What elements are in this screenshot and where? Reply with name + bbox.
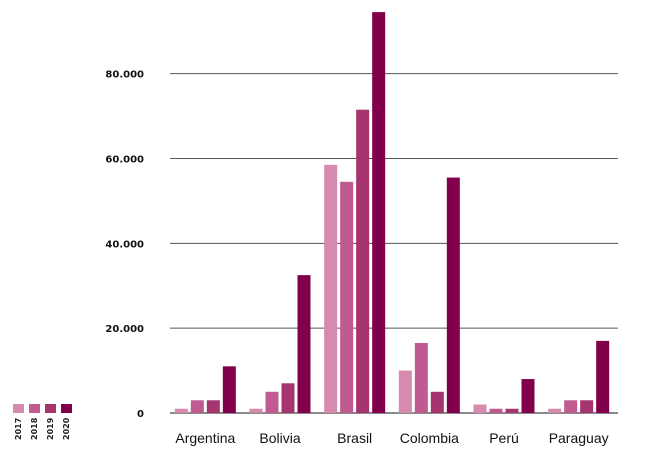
legend: 2017 2018 2019 2020 <box>13 404 72 440</box>
bar-2018-Paraguay <box>564 400 578 413</box>
legend-swatch <box>29 404 40 413</box>
bar-2019-Perú <box>505 408 519 413</box>
bar-2019-Colombia <box>430 391 444 413</box>
x-tick-label: Paraguay <box>549 430 609 446</box>
x-tick-label: Bolivia <box>259 430 300 446</box>
legend-swatch <box>61 404 72 413</box>
bar-2017-Argentina <box>174 408 188 413</box>
legend-label: 2020 <box>62 417 71 440</box>
bar-2020-Perú <box>521 379 535 413</box>
bar-2017-Paraguay <box>548 408 562 413</box>
x-tick-label: Colombia <box>400 430 459 446</box>
bar-2017-Brasil <box>324 164 338 413</box>
bar-2018-Brasil <box>340 181 354 413</box>
y-tick-label: 40.000 <box>105 239 144 250</box>
x-tick-label: Brasil <box>337 430 372 446</box>
bar-2017-Perú <box>473 404 487 413</box>
bar-2020-Colombia <box>446 177 460 413</box>
y-tick-label: 80.000 <box>105 70 144 81</box>
bar-2020-Brasil <box>372 12 386 413</box>
legend-label: 2018 <box>30 417 39 440</box>
y-tick-label: 20.000 <box>105 324 144 335</box>
bar-2019-Paraguay <box>580 400 594 413</box>
legend-swatch <box>13 404 24 413</box>
legend-label: 2019 <box>46 417 55 440</box>
bar-2018-Argentina <box>190 400 204 413</box>
bar-2017-Colombia <box>398 370 412 413</box>
y-tick-label: 0 <box>137 409 144 420</box>
y-axis-ticks: 0 20.000 40.000 60.000 80.000 <box>105 70 144 420</box>
bar-2018-Colombia <box>414 343 428 413</box>
gridlines <box>170 73 618 414</box>
y-tick-label: 60.000 <box>105 154 144 165</box>
bar-2020-Argentina <box>222 366 236 413</box>
bar-2019-Brasil <box>356 109 370 413</box>
bar-2018-Perú <box>489 408 503 413</box>
legend-swatch <box>45 404 56 413</box>
x-axis-ticks: Argentina Bolivia Brasil Colombia Perú Paragu… <box>175 430 608 446</box>
bars <box>174 12 610 413</box>
bar-2018-Bolivia <box>265 391 279 413</box>
bar-2020-Paraguay <box>596 340 610 413</box>
x-tick-label: Argentina <box>175 430 235 446</box>
bar-2017-Bolivia <box>249 408 263 413</box>
bar-2020-Bolivia <box>297 275 311 413</box>
bar-2019-Bolivia <box>281 383 295 413</box>
legend-label: 2017 <box>14 418 23 440</box>
bar-2019-Argentina <box>206 400 220 413</box>
x-tick-label: Perú <box>489 430 519 446</box>
